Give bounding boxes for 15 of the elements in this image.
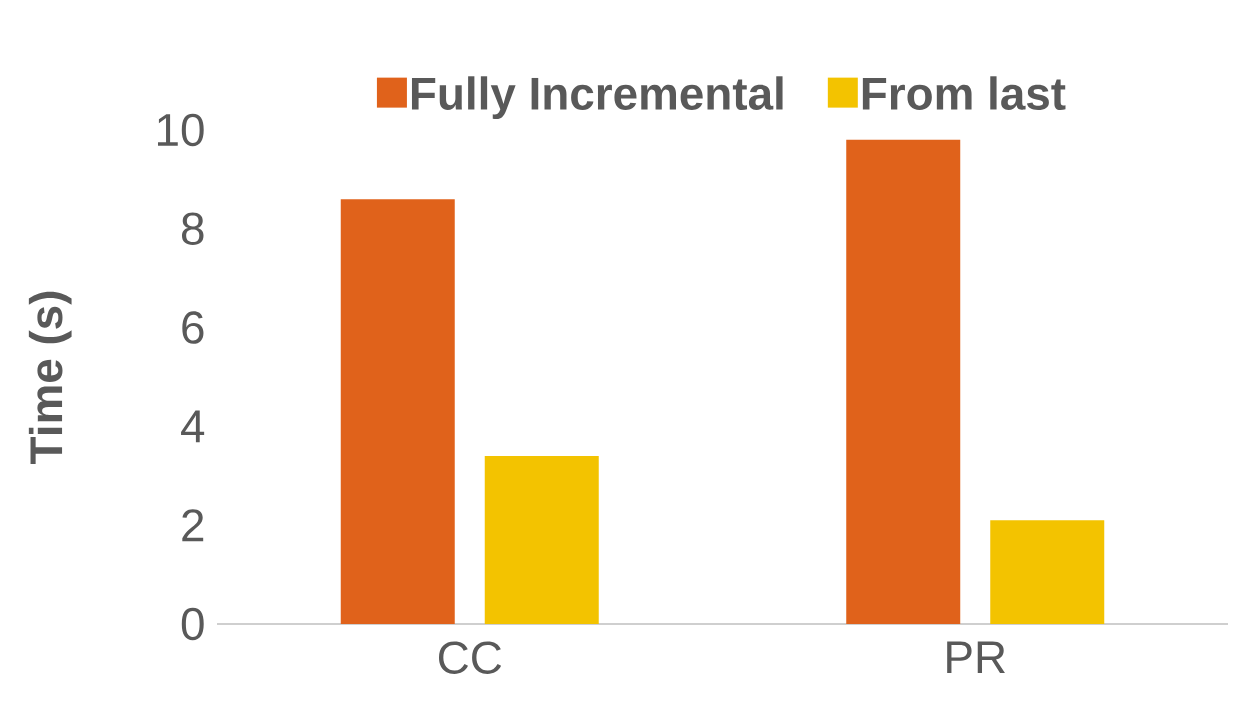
legend-label: From last — [862, 76, 1066, 110]
y-tick-label: 2 — [182, 509, 204, 542]
bar — [846, 139, 961, 624]
x-tick-label: PR — [947, 641, 1005, 674]
y-tick-label: 10 — [158, 113, 204, 147]
bar — [990, 520, 1105, 624]
bar — [484, 456, 599, 624]
legend-label: Fully Incremental — [411, 76, 783, 119]
y-tick-label: 6 — [182, 311, 204, 344]
y-tick-label: 4 — [181, 410, 205, 443]
bar — [340, 199, 455, 624]
x-tick-label: CC — [438, 641, 502, 674]
y-tick-label: 0 — [181, 607, 204, 641]
y-tick-label: 8 — [181, 212, 204, 246]
y-axis-title: Time (s) — [28, 291, 72, 464]
